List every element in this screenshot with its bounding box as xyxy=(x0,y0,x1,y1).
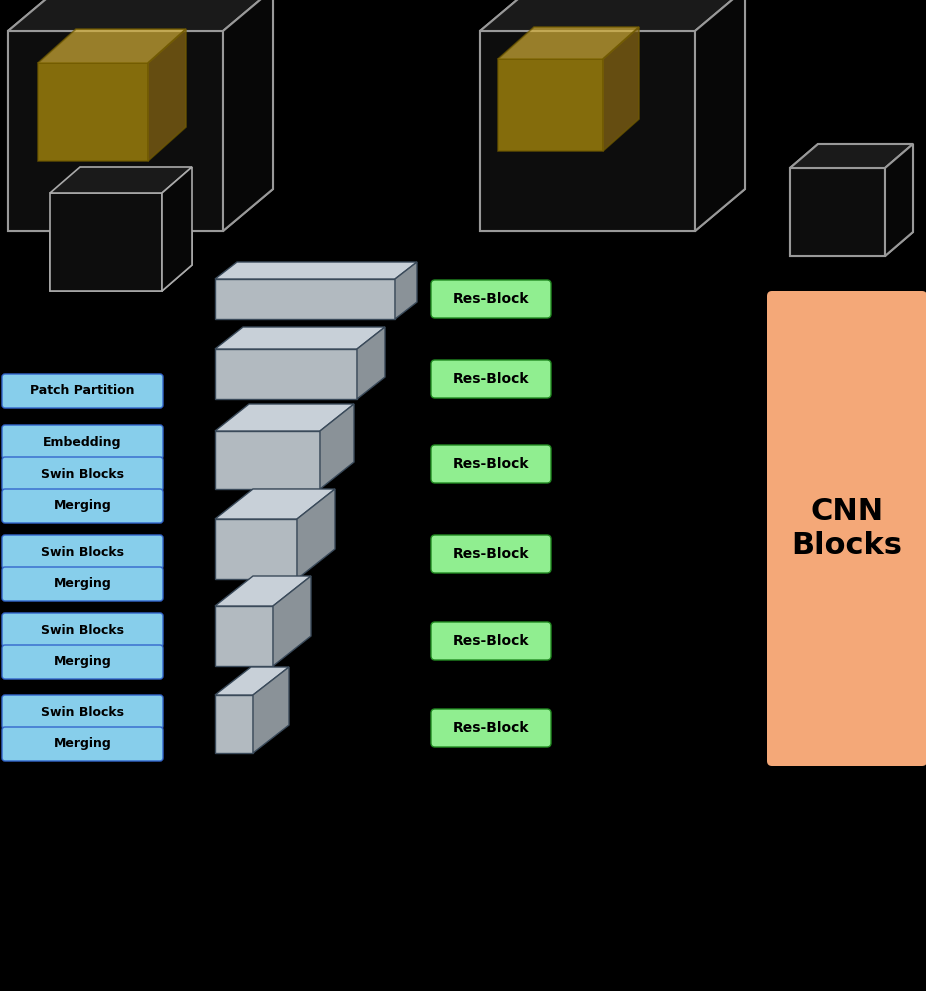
Text: Swin Blocks: Swin Blocks xyxy=(41,468,124,481)
Polygon shape xyxy=(38,63,148,161)
FancyBboxPatch shape xyxy=(2,727,163,761)
FancyBboxPatch shape xyxy=(2,645,163,679)
FancyBboxPatch shape xyxy=(2,567,163,601)
FancyBboxPatch shape xyxy=(2,535,163,569)
FancyBboxPatch shape xyxy=(767,291,926,766)
FancyBboxPatch shape xyxy=(2,695,163,729)
Polygon shape xyxy=(8,0,273,31)
Polygon shape xyxy=(215,404,354,431)
Polygon shape xyxy=(695,0,745,231)
Polygon shape xyxy=(215,327,385,349)
Polygon shape xyxy=(695,0,745,231)
Polygon shape xyxy=(50,193,162,291)
Text: Merging: Merging xyxy=(54,499,111,512)
Text: Swin Blocks: Swin Blocks xyxy=(41,706,124,718)
Polygon shape xyxy=(162,167,192,291)
FancyBboxPatch shape xyxy=(431,445,551,483)
Polygon shape xyxy=(38,29,186,63)
Polygon shape xyxy=(50,193,162,291)
Polygon shape xyxy=(215,349,357,399)
Text: Swin Blocks: Swin Blocks xyxy=(41,623,124,636)
Polygon shape xyxy=(790,144,913,168)
Text: Res-Block: Res-Block xyxy=(453,372,530,386)
Text: Merging: Merging xyxy=(54,655,111,669)
FancyBboxPatch shape xyxy=(431,535,551,573)
FancyBboxPatch shape xyxy=(2,489,163,523)
Text: Merging: Merging xyxy=(54,578,111,591)
Polygon shape xyxy=(215,489,335,519)
Polygon shape xyxy=(885,144,913,256)
Text: Patch Partition: Patch Partition xyxy=(31,385,135,397)
Polygon shape xyxy=(50,167,192,193)
Polygon shape xyxy=(215,695,253,753)
Polygon shape xyxy=(8,31,223,231)
Text: Res-Block: Res-Block xyxy=(453,292,530,306)
Polygon shape xyxy=(357,327,385,399)
FancyBboxPatch shape xyxy=(2,374,163,408)
Polygon shape xyxy=(480,31,695,231)
Text: Merging: Merging xyxy=(54,737,111,750)
Polygon shape xyxy=(162,167,192,291)
Polygon shape xyxy=(480,0,745,31)
FancyBboxPatch shape xyxy=(2,457,163,491)
Text: CNN
Blocks: CNN Blocks xyxy=(792,497,903,560)
Polygon shape xyxy=(215,667,289,695)
Polygon shape xyxy=(253,667,289,753)
Text: Res-Block: Res-Block xyxy=(453,457,530,471)
Polygon shape xyxy=(498,59,603,151)
Text: Res-Block: Res-Block xyxy=(453,721,530,735)
Polygon shape xyxy=(480,0,745,31)
Text: Swin Blocks: Swin Blocks xyxy=(41,545,124,559)
Polygon shape xyxy=(215,576,311,606)
Polygon shape xyxy=(8,31,223,231)
FancyBboxPatch shape xyxy=(431,622,551,660)
Text: Res-Block: Res-Block xyxy=(453,634,530,648)
Polygon shape xyxy=(215,279,395,319)
Polygon shape xyxy=(215,431,320,489)
FancyBboxPatch shape xyxy=(2,613,163,647)
Polygon shape xyxy=(395,262,417,319)
Polygon shape xyxy=(885,144,913,256)
FancyBboxPatch shape xyxy=(431,280,551,318)
Polygon shape xyxy=(790,168,885,256)
Polygon shape xyxy=(223,0,273,231)
Text: Embedding: Embedding xyxy=(44,435,121,449)
Polygon shape xyxy=(215,262,417,279)
Polygon shape xyxy=(215,519,297,579)
Polygon shape xyxy=(790,168,885,256)
Polygon shape xyxy=(223,0,273,231)
Polygon shape xyxy=(148,29,186,161)
Polygon shape xyxy=(215,606,273,666)
Polygon shape xyxy=(8,0,273,31)
Polygon shape xyxy=(480,31,695,231)
Polygon shape xyxy=(50,167,192,193)
Text: Res-Block: Res-Block xyxy=(453,547,530,561)
Polygon shape xyxy=(320,404,354,489)
Polygon shape xyxy=(498,27,639,59)
Polygon shape xyxy=(297,489,335,579)
FancyBboxPatch shape xyxy=(431,709,551,747)
Polygon shape xyxy=(790,144,913,168)
Polygon shape xyxy=(603,27,639,151)
Polygon shape xyxy=(273,576,311,666)
FancyBboxPatch shape xyxy=(431,360,551,398)
FancyBboxPatch shape xyxy=(2,425,163,459)
